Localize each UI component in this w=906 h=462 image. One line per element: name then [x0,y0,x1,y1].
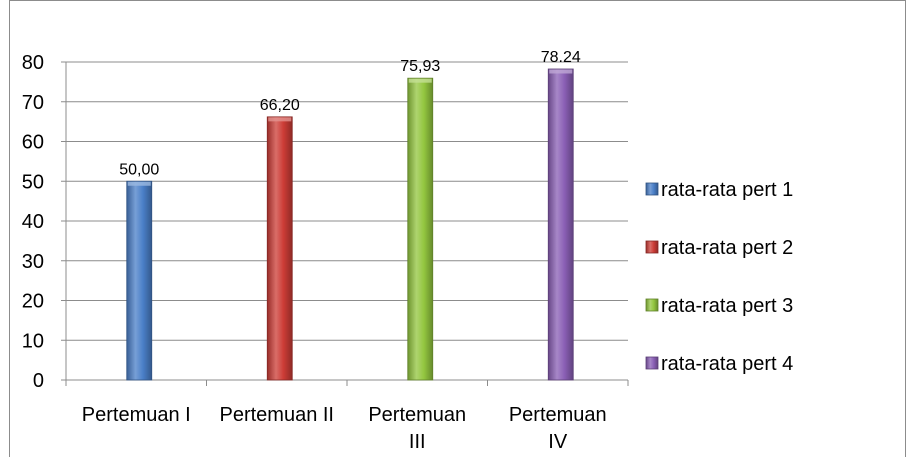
gridlines [66,61,628,341]
bars [126,68,574,381]
x-axis: Pertemuan I Pertemuan II Pertemuan III Perte… [65,379,629,453]
chart-area-border [9,0,906,462]
legend: rata-rata pert 1 rata-rata pert 2 rata-rat… [645,179,793,375]
data-label: 78.24 [541,49,581,66]
y-tick-label: 80 [22,52,44,74]
x-tick-label: Pertemuan [368,404,466,426]
legend-label: rata-rata pert 3 [661,295,793,317]
y-tick-label: 50 [22,171,44,193]
data-labels: 50,00 66,20 75,93 78.24 [119,49,581,178]
legend-swatch [645,182,659,196]
data-label: 66,20 [260,97,300,114]
x-tick-label: Pertemuan [509,404,607,426]
x-tick-label: III [409,431,426,453]
x-tick-label: IV [548,431,568,453]
bar-top-highlight [408,78,432,83]
bar-top-highlight [127,181,151,186]
bar-top-highlight [549,69,573,74]
y-tick-label: 20 [22,291,44,313]
y-tick-label: 60 [22,132,44,154]
x-tick-label: Pertemuan I [82,404,191,426]
legend-label: rata-rata pert 1 [661,179,793,201]
legend-swatch [645,240,659,254]
legend-label: rata-rata pert 2 [661,237,793,259]
y-tick-label: 30 [22,251,44,273]
y-tick-label: 10 [22,330,44,352]
data-label: 75,93 [400,58,440,75]
bar-4 [547,68,574,381]
bar-3 [407,77,434,381]
y-tick-label: 70 [22,92,44,114]
y-axis: 0 10 20 30 40 50 60 70 80 [22,52,67,392]
y-tick-label: 40 [22,211,44,233]
bar-top-highlight [268,117,292,122]
bar-2 [266,116,293,381]
legend-swatch [645,356,659,370]
bar-1 [126,180,153,381]
x-tick-label: Pertemuan II [219,404,334,426]
legend-label: rata-rata pert 4 [661,353,793,375]
data-label: 50,00 [119,161,159,178]
legend-swatch [645,298,659,312]
y-tick-label: 0 [33,370,44,392]
